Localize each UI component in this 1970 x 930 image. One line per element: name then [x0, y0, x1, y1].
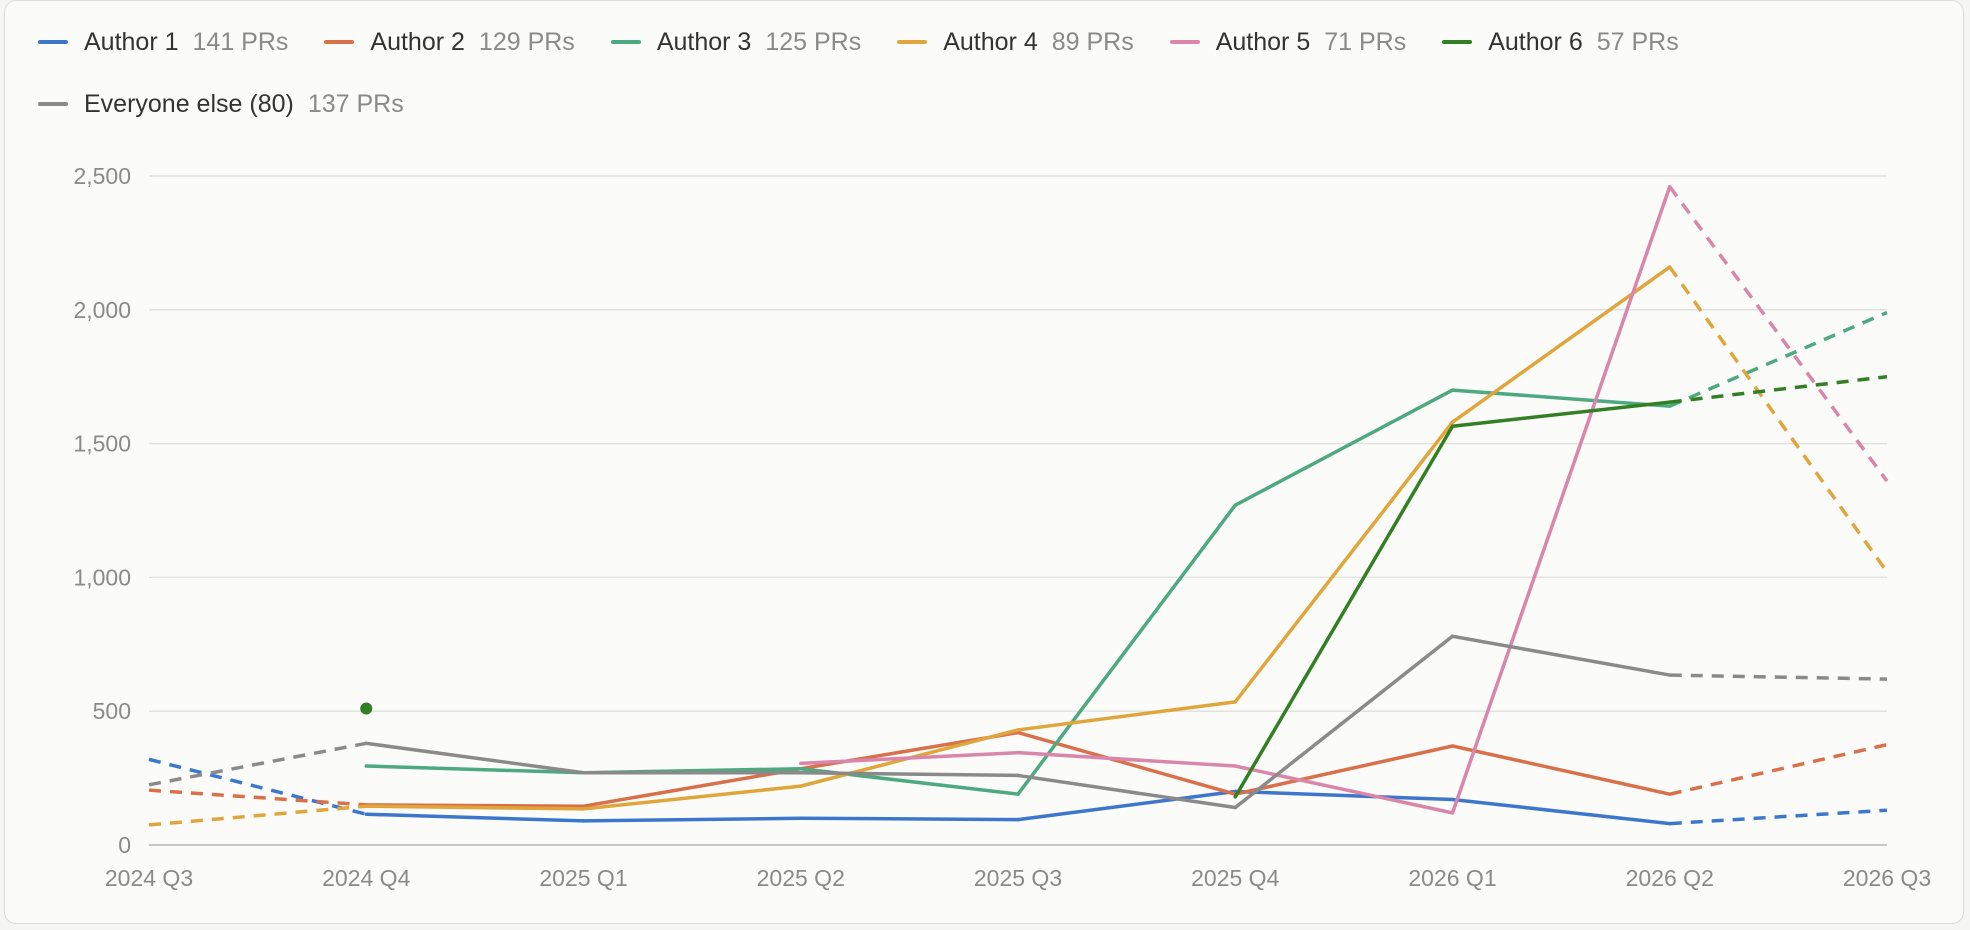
line-segment: [148, 788, 367, 807]
x-tick-label: 2025 Q3: [974, 865, 1062, 891]
x-tick-label: 2025 Q4: [1191, 865, 1279, 891]
series-lines: [148, 184, 1889, 827]
legend-label: Author 4: [943, 27, 1038, 56]
line-segment: [1233, 388, 1455, 507]
y-tick-label: 2,500: [73, 163, 131, 189]
line-segment: [1233, 789, 1455, 802]
line-segment: [799, 770, 1020, 778]
y-tick-label: 500: [93, 698, 131, 724]
x-tick-label: 2026 Q3: [1843, 865, 1931, 891]
line-segment: [1233, 764, 1455, 815]
line-segment: [1450, 634, 1672, 677]
x-axis-ticks: 2024 Q3 2024 Q4 2025 Q1 2025 Q2 2025 Q3 2025 …: [105, 865, 1931, 891]
legend-item[interactable]: Author 2 129 PRs: [324, 20, 575, 64]
series-line[interactable]: [360, 374, 1888, 799]
line-segment: [364, 741, 586, 775]
line-segment: [581, 816, 803, 823]
legend-item[interactable]: Everyone else (80) 137 PRs: [38, 82, 404, 126]
line-segment: [1450, 400, 1672, 428]
series-line[interactable]: [148, 757, 1888, 826]
line-segment: [1016, 750, 1237, 768]
line-segment: [364, 812, 586, 823]
line-segment: [1669, 374, 1888, 404]
line-segment: [1668, 265, 1889, 574]
y-axis-ticks: 0 500 1,000 1,500 2,000 2,500: [73, 163, 131, 858]
line-segment: [1450, 744, 1672, 796]
legend-label: Author 2: [370, 27, 465, 56]
legend-swatch: [38, 102, 68, 106]
data-point: [360, 702, 373, 715]
series-line[interactable]: [799, 184, 1889, 815]
legend-label: Author 3: [656, 27, 752, 56]
chart-card: [4, 0, 1964, 924]
line-segment: [148, 757, 367, 816]
x-tick-label: 2024 Q3: [105, 865, 193, 891]
x-tick-label: 2025 Q2: [757, 865, 845, 891]
y-tick-label: 1,000: [73, 564, 131, 590]
line-segment: [799, 816, 1020, 822]
line-segment: [1016, 773, 1237, 810]
line-segment: [364, 804, 586, 811]
series-line[interactable]: [364, 310, 1888, 796]
line-segment: [1016, 503, 1237, 796]
legend-item[interactable]: Author 4 89 PRs: [897, 20, 1134, 64]
x-tick-label: 2024 Q4: [322, 865, 410, 891]
line-segment: [1233, 420, 1455, 704]
line-segment: [1450, 388, 1672, 408]
y-tick-label: 0: [118, 832, 131, 858]
legend-swatch: [1442, 40, 1473, 44]
legend-swatch: [610, 40, 641, 44]
line-segment: [581, 784, 803, 811]
legend-label: Author 6: [1488, 27, 1583, 56]
series-line[interactable]: [148, 265, 1889, 827]
line-segment: [148, 804, 367, 827]
x-tick-label: 2026 Q2: [1626, 865, 1714, 891]
line-segment: [1016, 700, 1237, 732]
line-segment: [1233, 634, 1455, 810]
legend-count: 137 PRs: [307, 89, 404, 118]
line-segment: [1669, 673, 1888, 681]
line-segment: [1669, 310, 1888, 408]
line-segment: [1450, 184, 1672, 815]
legend-count: 129 PRs: [478, 27, 575, 56]
legend-swatch: [897, 40, 928, 44]
legend-count: 141 PRs: [192, 27, 289, 56]
line-segment: [364, 764, 586, 775]
legend-item[interactable]: Author 3 125 PRs: [610, 20, 862, 64]
legend-count: 125 PRs: [765, 27, 862, 56]
legend-item[interactable]: Author 1 141 PRs: [38, 20, 288, 64]
line-segment: [1669, 742, 1888, 796]
line-segment: [1668, 185, 1889, 483]
legend-label: Author 1: [84, 27, 179, 56]
legend-label: Everyone else (80): [84, 89, 294, 118]
legend-item[interactable]: Author 6 57 PRs: [1442, 20, 1679, 64]
y-tick-label: 1,500: [73, 431, 131, 457]
line-segment: [1016, 730, 1237, 796]
legend-swatch: [1169, 40, 1200, 44]
grid-lines: [149, 175, 1887, 846]
legend-count: 89 PRs: [1051, 27, 1134, 56]
legend-swatch: [324, 40, 355, 44]
y-tick-label: 2,000: [73, 297, 131, 323]
line-segment: [581, 766, 803, 808]
line-segment: [1669, 808, 1888, 826]
line-segment: [1016, 789, 1237, 822]
legend-label: Author 5: [1215, 27, 1311, 56]
legend-count: 71 PRs: [1324, 27, 1407, 56]
legend-count: 57 PRs: [1596, 27, 1679, 56]
x-tick-label: 2025 Q1: [539, 865, 627, 891]
series-line[interactable]: [148, 634, 1888, 810]
chart-legend: Author 1 141 PRs Author 2 129 PRs Author 3 12…: [38, 20, 1918, 126]
legend-item[interactable]: Author 5 71 PRs: [1169, 20, 1407, 64]
line-segment: [1233, 424, 1455, 799]
x-tick-label: 2026 Q1: [1408, 865, 1496, 891]
legend-swatch: [38, 40, 68, 44]
line-segment: [799, 750, 1020, 766]
line-segment: [1450, 797, 1672, 826]
line-segment: [148, 741, 367, 787]
line-segment: [1233, 744, 1455, 796]
